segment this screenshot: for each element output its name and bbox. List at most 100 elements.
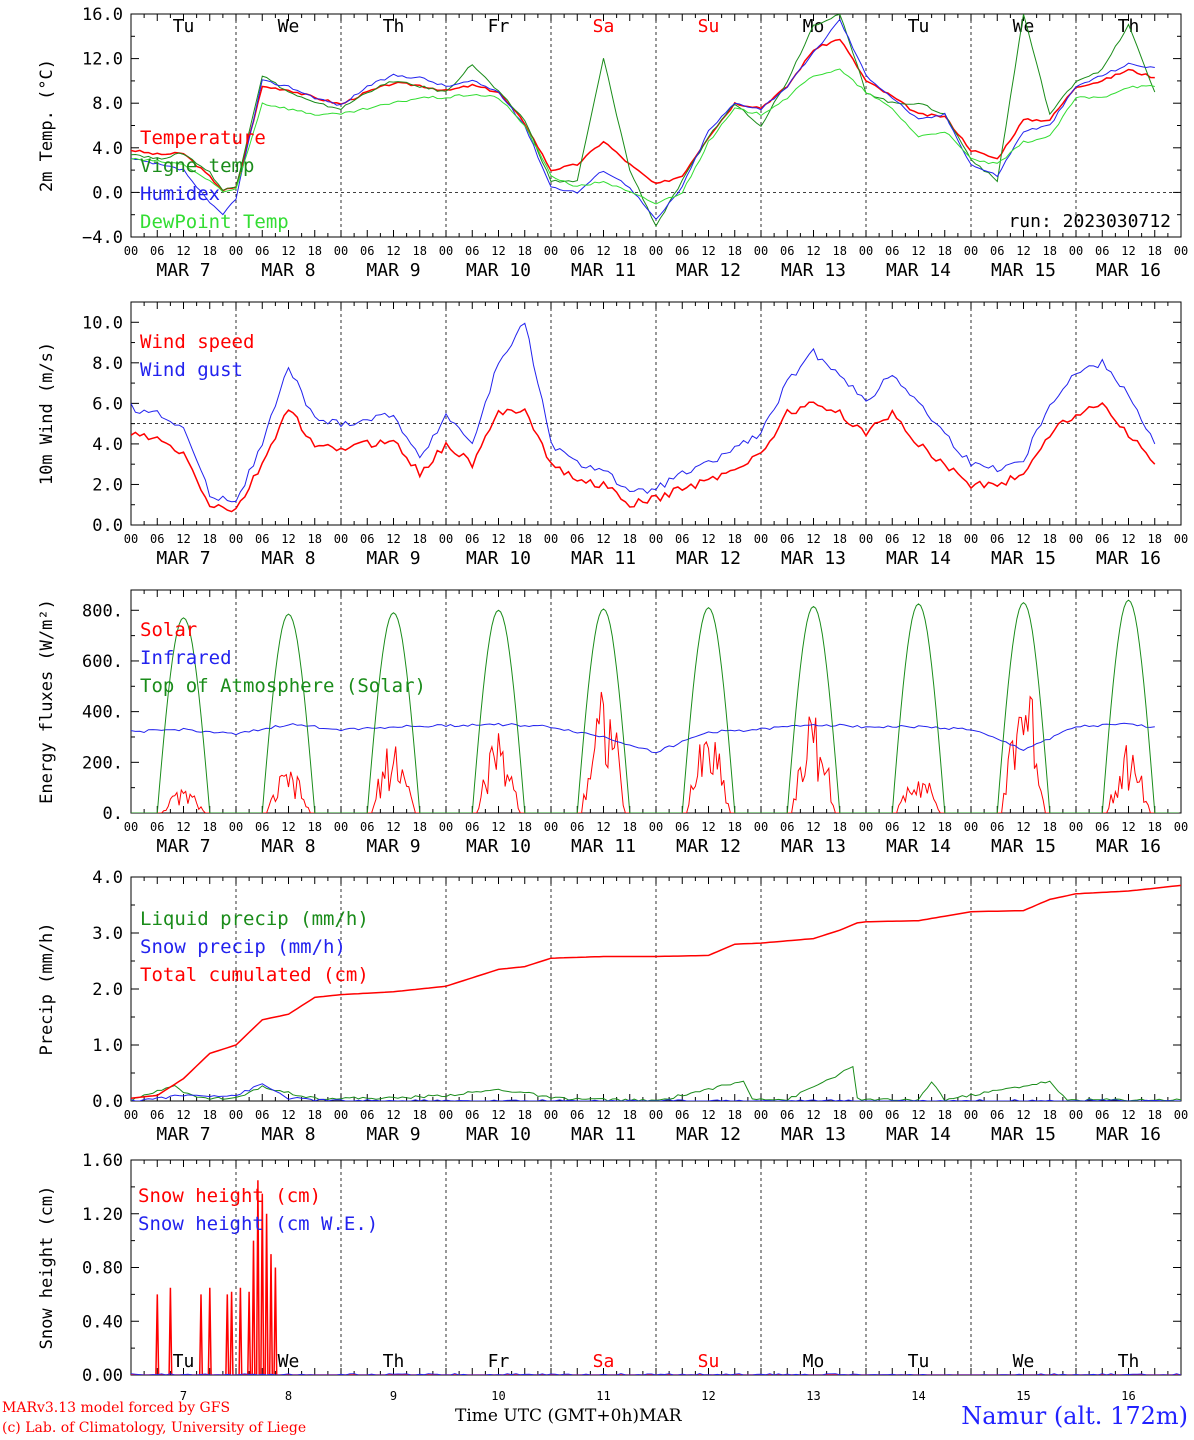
day-number-label: 14: [911, 1389, 925, 1403]
day-date-label: MAR 8: [261, 260, 315, 281]
day-date-label: MAR 8: [261, 548, 315, 569]
hour-tick-label: 18: [728, 820, 742, 834]
hour-tick-label: 00: [229, 820, 243, 834]
hour-tick-label: 12: [176, 532, 190, 546]
legend-entry: Top of Atmosphere (Solar): [140, 675, 426, 697]
hour-tick-label: 06: [1095, 244, 1109, 258]
day-date-label: MAR 15: [991, 260, 1056, 281]
y-tick-label: 4.0: [92, 868, 123, 888]
hour-tick-label: 00: [754, 532, 768, 546]
hour-tick-label: 12: [806, 244, 820, 258]
day-date-label: MAR 9: [366, 1124, 420, 1145]
hour-tick-label: 12: [386, 820, 400, 834]
hour-tick-label: 18: [1043, 532, 1057, 546]
day-date-label: MAR 14: [886, 1124, 951, 1145]
hour-tick-label: 18: [833, 820, 847, 834]
hour-tick-label: 18: [308, 1108, 322, 1122]
hour-tick-label: 18: [518, 820, 532, 834]
day-of-week-label: Mo: [803, 16, 825, 37]
series-line-humidex: [131, 18, 1155, 221]
hour-tick-label: 18: [1148, 820, 1162, 834]
hour-tick-label: 12: [701, 244, 715, 258]
y-axis-label: 2m Temp. (°C): [37, 59, 57, 192]
hour-tick-label: 06: [780, 244, 794, 258]
hour-tick-label: 06: [255, 532, 269, 546]
legend-entry: Temperature: [140, 127, 266, 149]
day-date-label: MAR 16: [1096, 1124, 1161, 1145]
y-tick-label: 16.0: [82, 5, 123, 25]
hour-tick-label: 00: [1069, 1108, 1083, 1122]
hour-tick-label: 12: [596, 820, 610, 834]
series-line-top-of-atmosphere-solar-: [131, 599, 1179, 813]
y-tick-label: −4.0: [82, 228, 123, 248]
hour-tick-label: 06: [360, 820, 374, 834]
day-number-label: 16: [1121, 1389, 1135, 1403]
hour-tick-label: 00: [439, 244, 453, 258]
series-line-liquid-precip-mm-h-: [131, 1065, 1181, 1101]
day-date-label: MAR 14: [886, 260, 951, 281]
hour-tick-label: 00: [334, 532, 348, 546]
hour-tick-label: 06: [255, 244, 269, 258]
hour-tick-label: 18: [833, 244, 847, 258]
day-of-week-label: We: [1013, 16, 1035, 37]
legend-entry: Wind speed: [140, 331, 254, 353]
day-date-label: MAR 10: [466, 1124, 531, 1145]
hour-tick-label: 12: [176, 1108, 190, 1122]
hour-tick-label: 00: [649, 1108, 663, 1122]
hour-tick-label: 06: [990, 1108, 1004, 1122]
hour-tick-label: 00: [439, 820, 453, 834]
day-date-label: MAR 9: [366, 260, 420, 281]
model-credit-line: MARv3.13 model forced by GFS: [2, 1400, 231, 1416]
hour-tick-label: 12: [806, 532, 820, 546]
day-number-label: 13: [806, 1389, 820, 1403]
day-date-label: MAR 12: [676, 548, 741, 569]
day-date-label: MAR 7: [156, 260, 210, 281]
day-date-label: MAR 9: [366, 836, 420, 857]
hour-tick-label: 00: [859, 244, 873, 258]
hour-tick-label: 18: [938, 244, 952, 258]
hour-tick-label: 18: [728, 532, 742, 546]
series-line-dewpoint-temp: [131, 68, 1155, 205]
day-of-week-label: Su: [698, 1351, 720, 1372]
y-axis-label: 10m Wind (m/s): [37, 342, 57, 485]
hour-tick-label: 00: [649, 820, 663, 834]
hour-tick-label: 00: [124, 532, 138, 546]
hour-tick-label: 18: [728, 244, 742, 258]
hour-tick-label: 18: [833, 1108, 847, 1122]
series-line-infrared: [131, 722, 1155, 754]
hour-tick-label: 18: [728, 1108, 742, 1122]
day-date-label: MAR 11: [571, 260, 636, 281]
hour-tick-label: 18: [203, 532, 217, 546]
lab-credit-line: (c) Lab. of Climatology, University of L…: [2, 1420, 307, 1436]
hour-tick-label: 18: [413, 532, 427, 546]
hour-tick-label: 06: [990, 532, 1004, 546]
station-label: Namur (alt. 172m): [961, 1402, 1188, 1430]
hour-tick-label: 00: [124, 1108, 138, 1122]
day-of-week-label: Mo: [803, 1351, 825, 1372]
hour-tick-label: 00: [649, 532, 663, 546]
y-tick-label: 10.0: [82, 313, 123, 333]
day-date-label: MAR 15: [991, 1124, 1056, 1145]
hour-tick-label: 00: [544, 820, 558, 834]
hour-tick-label: 18: [1148, 532, 1162, 546]
hour-tick-label: 00: [754, 820, 768, 834]
hour-tick-label: 00: [544, 244, 558, 258]
hour-tick-label: 12: [281, 532, 295, 546]
hour-tick-label: 18: [938, 532, 952, 546]
y-tick-label: 0.40: [82, 1312, 123, 1332]
hour-tick-label: 06: [150, 244, 164, 258]
y-tick-label: 3.0: [92, 924, 123, 944]
hour-tick-label: 18: [623, 820, 637, 834]
series-line-snow-height-cm-w-e-: [131, 1373, 1181, 1375]
day-of-week-label: We: [278, 1351, 300, 1372]
hour-tick-label: 00: [859, 820, 873, 834]
y-tick-label: 6.0: [92, 394, 123, 414]
hour-tick-label: 06: [1095, 532, 1109, 546]
y-tick-label: 0.00: [82, 1366, 123, 1386]
day-date-label: MAR 13: [781, 548, 846, 569]
x-axis-label: Time UTC (GMT+0h): [455, 1406, 640, 1426]
legend-entry: Snow height (cm W.E.): [138, 1213, 378, 1235]
panel-frame: [130, 301, 1182, 526]
hour-tick-label: 12: [806, 820, 820, 834]
hour-tick-label: 12: [911, 244, 925, 258]
